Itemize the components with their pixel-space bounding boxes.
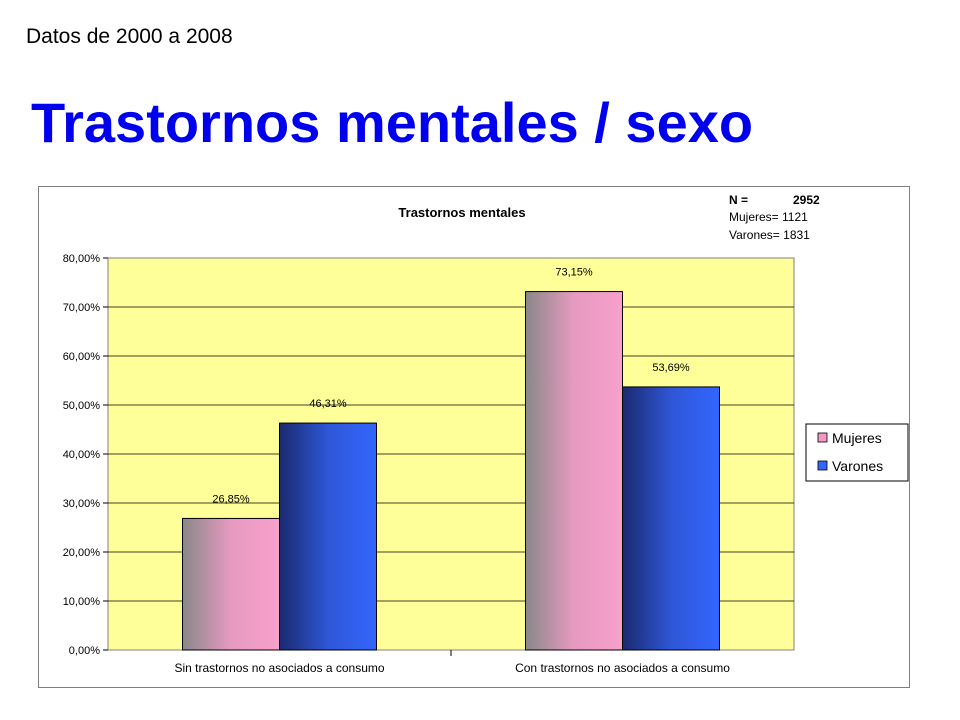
bar-varones-1: [279, 422, 377, 651]
date-range-subtitle: Datos de 2000 a 2008: [26, 25, 233, 48]
data-label-varones-1: 46,31%: [309, 398, 347, 410]
legend-label-varones: Varones: [832, 458, 883, 474]
legend-swatch-varones: [817, 460, 828, 471]
y-tick-label: 0,00%: [69, 645, 100, 657]
y-tick-label: 20,00%: [63, 547, 101, 559]
x-category-label: Con trastornos no asociados a consumo: [515, 661, 730, 675]
slide-title: Trastornos mentales / sexo: [31, 91, 754, 154]
sample-size-annotation: N = 2952 Mujeres= 1121 Varones= 1831: [729, 193, 820, 242]
x-category-label: Sin trastornos no asociados a consumo: [174, 661, 384, 675]
n-label: N =: [729, 193, 748, 207]
legend: Mujeres Varones: [805, 423, 909, 482]
data-label-mujeres-2: 73,15%: [555, 267, 593, 279]
bar-varones-2: [622, 386, 720, 651]
varones-count: Varones= 1831: [729, 228, 810, 242]
y-tick-label: 10,00%: [63, 596, 101, 608]
bar-mujeres-2: [525, 291, 623, 651]
bar-mujeres-1: [182, 517, 280, 651]
y-tick-label: 60,00%: [63, 351, 101, 363]
chart-title: Trastornos mentales: [398, 205, 525, 220]
legend-label-mujeres: Mujeres: [832, 430, 882, 446]
chart-frame: 0,00% 10,00% 20,00% 30,00% 40,00% 50,00% 60,00…: [38, 186, 910, 688]
legend-swatch-mujeres: [817, 432, 828, 443]
data-label-varones-2: 53,69%: [652, 362, 690, 374]
n-value: 2952: [793, 193, 820, 207]
y-tick-label: 80,00%: [63, 253, 101, 265]
data-label-mujeres-1: 26,85%: [212, 493, 250, 505]
bars: [182, 291, 720, 651]
y-tick-label: 70,00%: [63, 302, 101, 314]
data-labels: 26,85% 46,31% 73,15% 53,69%: [212, 267, 690, 506]
y-tick-label: 30,00%: [63, 498, 101, 510]
y-tick-label: 40,00%: [63, 449, 101, 461]
x-axis-categories: Sin trastornos no asociados a consumo Con…: [174, 650, 730, 675]
mujeres-count: Mujeres= 1121: [729, 210, 808, 224]
bar-chart: 0,00% 10,00% 20,00% 30,00% 40,00% 50,00% 60,00…: [63, 193, 909, 675]
y-tick-label: 50,00%: [63, 400, 101, 412]
y-axis-ticks: 0,00% 10,00% 20,00% 30,00% 40,00% 50,00% 60,00…: [63, 253, 108, 657]
